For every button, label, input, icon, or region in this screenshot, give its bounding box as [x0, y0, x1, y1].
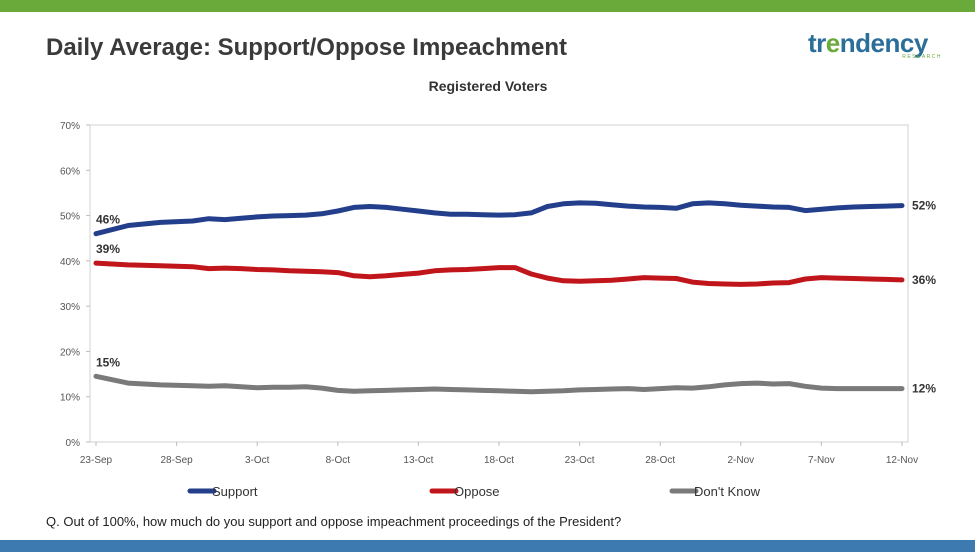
series-end-label: 52%: [912, 199, 936, 213]
x-tick-label: 23-Sep: [80, 455, 113, 466]
x-tick-label: 12-Nov: [886, 455, 918, 466]
legend-label: Oppose: [454, 484, 500, 499]
top-accent-bar: [0, 0, 975, 12]
legend: Support Oppose Don't Know: [187, 484, 761, 499]
series-lines: [93, 200, 905, 395]
logo-wordmark: trendency: [808, 28, 928, 59]
series-start-label: 39%: [96, 242, 120, 256]
chart-subtitle: Registered Voters: [429, 78, 548, 94]
bottom-accent-bar: [0, 540, 975, 552]
x-tick-label: 13-Oct: [403, 455, 433, 466]
series-start-label: 15%: [96, 355, 120, 369]
series-line-oppose: [93, 260, 905, 287]
legend-label: Don't Know: [694, 484, 761, 499]
y-tick-label: 20%: [60, 347, 80, 358]
series-line-don-t-know: [93, 373, 905, 395]
x-tick-label: 8-Oct: [326, 455, 351, 466]
logo-text-part-3: ndency: [839, 28, 929, 58]
x-tick-label: 23-Oct: [565, 455, 595, 466]
x-tick-label: 28-Sep: [160, 455, 193, 466]
x-tick-label: 18-Oct: [484, 455, 514, 466]
x-axis: 23-Sep 28-Sep 3-Oct 8-Oct 13-Oct 18-Oct 23-Oct…: [80, 442, 918, 466]
series-line-support: [93, 200, 905, 237]
series-end-label: 36%: [912, 273, 936, 287]
logo-subtitle: RESEARCH: [902, 54, 942, 60]
y-tick-label: 0%: [66, 438, 81, 449]
y-tick-label: 30%: [60, 302, 80, 313]
page-title: Daily Average: Support/Oppose Impeachmen…: [46, 34, 568, 61]
x-tick-label: 3-Oct: [245, 455, 270, 466]
x-tick-label: 2-Nov: [727, 455, 754, 466]
question-text: Q. Out of 100%, how much do you support …: [46, 514, 622, 529]
series-start-label: 46%: [96, 213, 120, 227]
logo-text-part-1: tr: [808, 28, 826, 58]
legend-label: Support: [212, 484, 258, 499]
trendency-logo: trendency RESEARCH: [808, 28, 948, 62]
y-tick-label: 40%: [60, 257, 80, 268]
logo-text-part-2: e: [825, 28, 840, 58]
y-axis: 0% 10% 20% 30% 40% 50% 60% 70%: [60, 121, 90, 449]
y-tick-label: 10%: [60, 393, 80, 404]
y-tick-label: 50%: [60, 212, 80, 223]
x-tick-label: 7-Nov: [808, 455, 835, 466]
x-tick-label: 28-Oct: [645, 455, 675, 466]
y-tick-label: 60%: [60, 166, 80, 177]
series-end-label: 12%: [912, 382, 936, 396]
y-tick-label: 70%: [60, 121, 80, 132]
series-labels: 46% 52% 39% 36% 15% 12%: [96, 199, 936, 396]
